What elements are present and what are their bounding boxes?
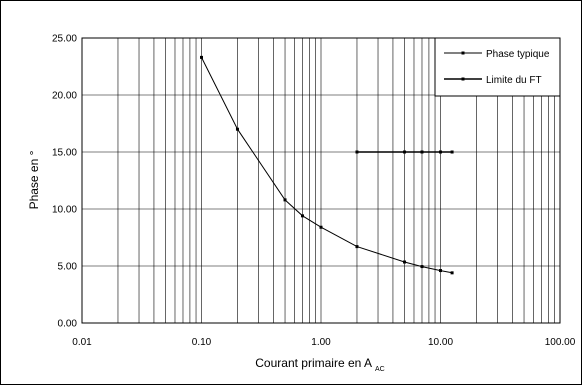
legend: Phase typique Limite du FT <box>434 37 561 97</box>
x-tick-label: 1.00 <box>311 337 331 348</box>
series-line-phase-typique <box>201 57 453 274</box>
legend-marker-limite-du-ft <box>461 77 465 81</box>
x-tick-labels: 0.01 0.10 1.00 10.00 100.00 <box>72 337 575 348</box>
data-point-limite-du-ft <box>450 150 454 154</box>
data-point-limite-du-ft <box>403 150 407 154</box>
x-axis-label-main: Courant primaire en A <box>255 356 372 370</box>
data-point-phase-typique <box>439 269 442 273</box>
data-point-phase-typique <box>200 55 203 59</box>
data-point-phase-typique <box>403 260 407 264</box>
y-tick-label: 5.00 <box>58 262 78 273</box>
data-point-phase-typique <box>283 198 287 202</box>
data-point-phase-typique <box>355 245 359 249</box>
data-point-phase-typique <box>319 225 323 229</box>
y-axis-label: Phase en ° <box>27 150 41 209</box>
x-tick-label: 0.01 <box>72 337 92 348</box>
legend-label-limite-du-ft: Limite du FT <box>486 75 542 86</box>
legend-label-phase-typique: Phase typique <box>486 49 550 60</box>
data-point-phase-typique <box>450 271 454 275</box>
data-point-limite-du-ft <box>420 150 424 154</box>
y-tick-labels: 0.00 5.00 10.00 15.00 20.00 25.00 <box>52 34 77 330</box>
data-point-limite-du-ft <box>439 150 442 154</box>
x-tick-label: 0.10 <box>192 337 212 348</box>
x-tick-label: 100.00 <box>545 337 576 348</box>
x-axis-label-subscript: AC <box>375 366 385 373</box>
data-point-phase-typique <box>235 127 239 131</box>
y-tick-label: 25.00 <box>52 34 77 45</box>
series-group <box>200 55 454 275</box>
data-point-limite-du-ft <box>355 150 359 154</box>
y-tick-label: 20.00 <box>52 91 77 102</box>
y-tick-label: 0.00 <box>58 319 78 330</box>
data-point-phase-typique <box>420 265 424 269</box>
legend-marker-phase-typique <box>461 51 465 55</box>
y-tick-label: 15.00 <box>52 148 77 159</box>
legend-box <box>434 37 561 97</box>
y-tick-label: 10.00 <box>52 205 77 216</box>
x-tick-label: 10.00 <box>428 337 453 348</box>
x-axis-label: Courant primaire en A AC <box>255 356 384 373</box>
data-point-phase-typique <box>300 214 304 218</box>
